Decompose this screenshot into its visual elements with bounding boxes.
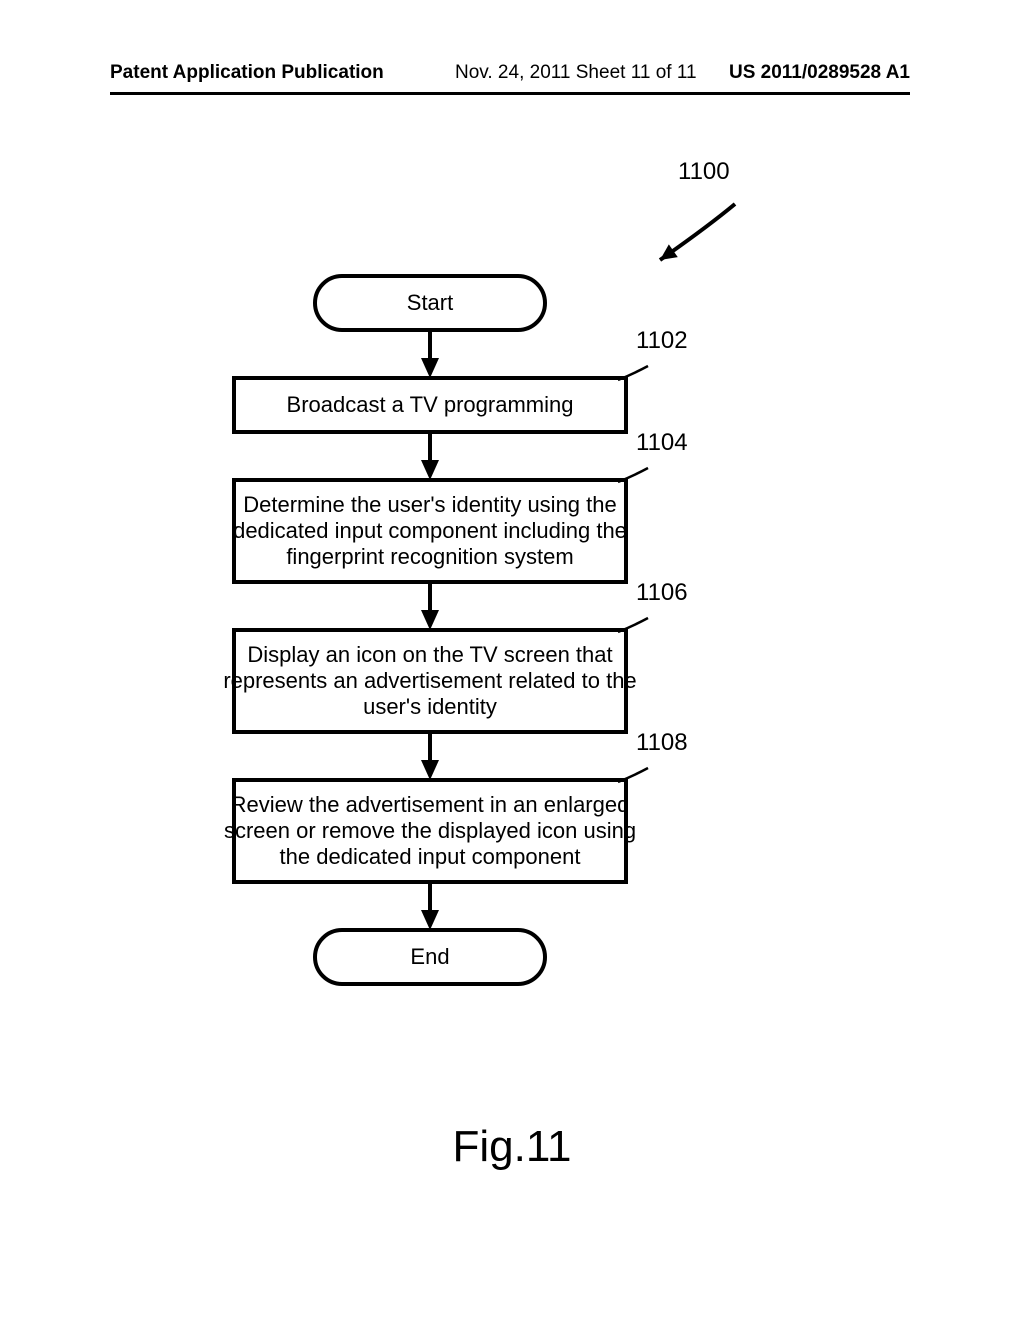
s3-text: user's identity xyxy=(363,694,497,719)
end-label: End xyxy=(410,944,449,969)
s4-text: screen or remove the displayed icon usin… xyxy=(224,818,636,843)
start-label: Start xyxy=(407,290,453,315)
s2-text: dedicated input component including the xyxy=(233,518,627,543)
s2-text: Determine the user's identity using the xyxy=(243,492,617,517)
s3-text: Display an icon on the TV screen that xyxy=(247,642,612,667)
patent-page: Patent Application Publication Nov. 24, … xyxy=(0,0,1024,1320)
step-reference: 1104 xyxy=(636,429,688,456)
s3-text: represents an advertisement related to t… xyxy=(223,668,636,693)
s1-text: Broadcast a TV programming xyxy=(287,392,574,417)
s4-text: Review the advertisement in an enlarged xyxy=(231,792,630,817)
step-reference: 1108 xyxy=(636,729,688,756)
step-reference: 1106 xyxy=(636,579,688,606)
step-reference: 1102 xyxy=(636,327,688,354)
s2-text: fingerprint recognition system xyxy=(286,544,573,569)
figure-caption: Fig.11 xyxy=(0,1122,1024,1172)
figure-reference-main: 1100 xyxy=(678,158,730,186)
s4-text: the dedicated input component xyxy=(280,844,581,869)
